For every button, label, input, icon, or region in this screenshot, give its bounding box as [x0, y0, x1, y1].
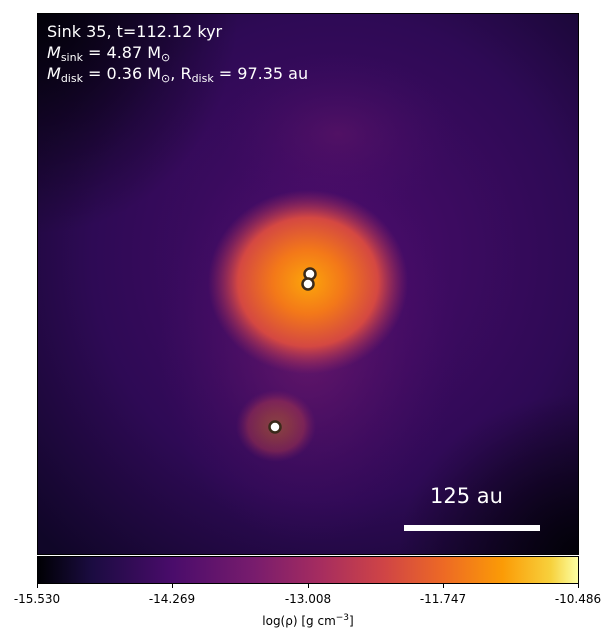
disk-mass-subscript: disk: [60, 72, 83, 85]
colorbar-tick: [443, 584, 444, 588]
disk-mass-value: = 0.36 M: [82, 64, 162, 83]
sink-mass-value: = 4.87 M: [82, 43, 162, 62]
sink-marker: [268, 420, 282, 434]
density-map: Sink 35, t=112.12 kyr Msink = 4.87 M⊙ Md…: [37, 13, 579, 555]
disk-radius-symbol: , R: [170, 64, 192, 83]
colorbar-tick: [578, 584, 579, 588]
sink-mass-subscript: sink: [60, 51, 83, 64]
density-image: [38, 14, 578, 554]
colorbar-tick-label: -14.269: [148, 592, 196, 606]
colorbar-tick: [172, 584, 173, 588]
colorbar-label-exponent: −3: [335, 613, 350, 623]
colorbar-tick-label: -15.530: [13, 592, 61, 606]
colorbar-tick-label: -13.008: [284, 592, 332, 606]
colorbar-label-text: log(ρ) [g cm: [262, 614, 336, 628]
sink-markers: [268, 267, 317, 434]
disk-mass-symbol: M: [47, 64, 61, 83]
colorbar-label: log(ρ) [g cm−3]: [262, 613, 353, 628]
scale-bar-label: 125 au: [430, 484, 503, 508]
solar-symbol: ⊙: [161, 72, 171, 85]
solar-symbol: ⊙: [161, 51, 171, 64]
colorbar-tick: [37, 584, 38, 588]
disk-radius-subscript: disk: [191, 72, 214, 85]
disk-radius-value: = 97.35 au: [213, 64, 309, 83]
colorbar: [37, 556, 579, 584]
colorbar-tick: [308, 584, 309, 588]
sink-marker: [301, 277, 315, 291]
scale-bar: [404, 525, 540, 531]
colorbar-label-end: ]: [349, 614, 354, 628]
sink-mass-label: Msink = 4.87 M⊙: [47, 43, 170, 68]
colorbar-tick-label: -11.747: [419, 592, 467, 606]
sink-time-label: Sink 35, t=112.12 kyr: [47, 22, 223, 41]
sink-mass-symbol: M: [47, 43, 61, 62]
disk-mass-label: Mdisk = 0.36 M⊙, Rdisk = 97.35 au: [47, 64, 308, 89]
colorbar-tick-label: -10.486: [554, 592, 602, 606]
